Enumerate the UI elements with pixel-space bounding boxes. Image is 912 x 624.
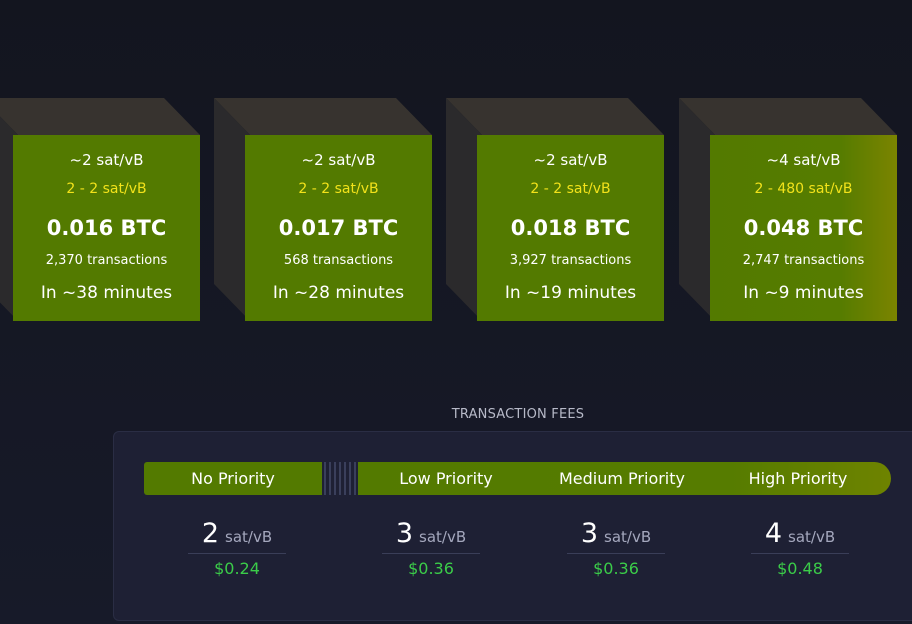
priority-label: Low Priority	[399, 469, 493, 488]
block-top-face	[446, 98, 664, 135]
fee-estimate-medium-priority: 3 sat/vB $0.36	[551, 518, 681, 578]
block-fee-range: 2 - 2 sat/vB	[66, 181, 147, 197]
mempool-block[interactable]: ~2 sat/vB 2 - 2 sat/vB 0.017 BTC 568 tra…	[214, 98, 432, 321]
block-top-face	[214, 98, 432, 135]
fee-rate-value: 3	[580, 518, 599, 549]
fee-rate-unit: sat/vB	[788, 528, 836, 546]
block-front-face: ~2 sat/vB 2 - 2 sat/vB 0.016 BTC 2,370 t…	[13, 135, 200, 321]
block-side-face	[214, 98, 250, 321]
block-top-face	[679, 98, 897, 135]
fees-section-title: TRANSACTION FEES	[451, 407, 585, 422]
fee-estimate-high-priority: 4 sat/vB $0.48	[735, 518, 865, 578]
fee-divider	[188, 553, 286, 554]
block-transaction-count: 2,747 transactions	[742, 253, 865, 268]
fee-rate-unit: sat/vB	[419, 528, 467, 546]
fee-usd-value: $0.48	[777, 559, 823, 578]
block-size: 0.017 BTC	[278, 216, 399, 240]
fee-rate-unit: sat/vB	[225, 528, 273, 546]
fee-rate-value: 2	[201, 518, 220, 549]
fee-rate-value: 4	[764, 518, 783, 549]
fee-usd-value: $0.36	[408, 559, 454, 578]
priority-label: High Priority	[748, 469, 848, 488]
priority-gap-stripes	[324, 462, 357, 495]
fee-estimate-low-priority: 3 sat/vB $0.36	[366, 518, 496, 578]
mempool-block[interactable]: ~2 sat/vB 2 - 2 sat/vB 0.018 BTC 3,927 t…	[446, 98, 664, 321]
mempool-block[interactable]: ~4 sat/vB 2 - 480 sat/vB 0.048 BTC 2,747…	[679, 98, 897, 321]
block-eta: In ~28 minutes	[272, 283, 405, 303]
block-front-face: ~2 sat/vB 2 - 2 sat/vB 0.018 BTC 3,927 t…	[477, 135, 664, 321]
fee-rate-value: 3	[395, 518, 414, 549]
no-priority-bar: No Priority	[144, 462, 322, 495]
block-transaction-count: 2,370 transactions	[45, 253, 168, 268]
fee-usd-value: $0.24	[214, 559, 260, 578]
fee-divider	[567, 553, 665, 554]
block-size: 0.048 BTC	[743, 216, 864, 240]
fee-usd-value: $0.36	[593, 559, 639, 578]
block-size: 0.016 BTC	[46, 216, 167, 240]
mempool-block[interactable]: ~2 sat/vB 2 - 2 sat/vB 0.016 BTC 2,370 t…	[0, 98, 200, 321]
block-transaction-count: 568 transactions	[283, 253, 394, 268]
block-fee-range: 2 - 480 sat/vB	[754, 181, 853, 197]
fee-estimate-no-priority: 2 sat/vB $0.24	[172, 518, 302, 578]
priority-label: No Priority	[191, 469, 275, 488]
priority-label: Medium Priority	[558, 469, 685, 488]
block-median-fee: ~4 sat/vB	[766, 151, 841, 169]
block-median-fee: ~2 sat/vB	[301, 151, 376, 169]
block-fee-range: 2 - 2 sat/vB	[530, 181, 611, 197]
fee-divider	[751, 553, 849, 554]
block-eta: In ~9 minutes	[743, 283, 864, 303]
block-front-face: ~4 sat/vB 2 - 480 sat/vB 0.048 BTC 2,747…	[710, 135, 897, 321]
fee-divider	[382, 553, 480, 554]
block-side-face	[446, 98, 482, 321]
block-size: 0.018 BTC	[510, 216, 631, 240]
block-front-face: ~2 sat/vB 2 - 2 sat/vB 0.017 BTC 568 tra…	[245, 135, 432, 321]
block-top-face	[0, 98, 200, 135]
block-side-face	[679, 98, 715, 321]
block-median-fee: ~2 sat/vB	[533, 151, 608, 169]
block-eta: In ~38 minutes	[40, 283, 173, 303]
block-median-fee: ~2 sat/vB	[69, 151, 144, 169]
block-eta: In ~19 minutes	[504, 283, 637, 303]
fee-rate-unit: sat/vB	[604, 528, 652, 546]
priority-bar	[358, 462, 891, 495]
block-fee-range: 2 - 2 sat/vB	[298, 181, 379, 197]
block-transaction-count: 3,927 transactions	[509, 253, 632, 268]
